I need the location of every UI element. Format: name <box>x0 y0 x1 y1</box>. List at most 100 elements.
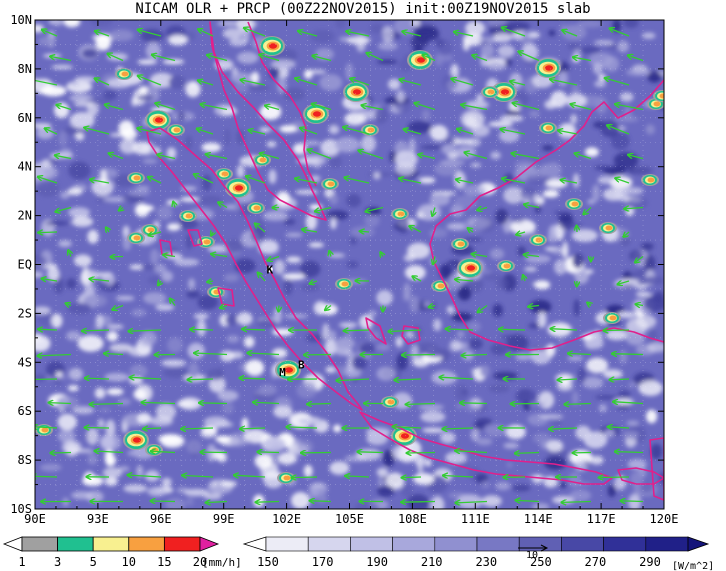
olr-cell <box>527 31 540 39</box>
olr-cell <box>87 453 98 465</box>
wind-vector <box>112 304 124 310</box>
wind-vector <box>207 55 228 62</box>
olr-legend-label: 290 <box>639 555 661 569</box>
wind-vector <box>357 452 384 453</box>
wind-vector <box>558 379 578 380</box>
wind-vector <box>137 128 162 135</box>
lat-label: 2N <box>18 209 32 223</box>
station-markers: K MB <box>267 263 305 379</box>
olr-cell <box>185 81 201 98</box>
olr-cell <box>416 212 425 219</box>
wind-vector <box>194 174 214 184</box>
wind-vector <box>259 55 280 62</box>
wind-vector <box>143 428 162 429</box>
olr-cell <box>628 493 641 509</box>
wind-vector <box>456 179 474 184</box>
olr-cell <box>376 467 389 477</box>
olr-cell <box>559 482 567 488</box>
olr-cell <box>196 319 206 337</box>
wind-vector <box>613 402 644 404</box>
wind-vector <box>234 475 266 477</box>
olr-cell <box>186 440 202 454</box>
olr-cell <box>325 366 337 374</box>
wind-vector <box>85 428 110 429</box>
olr-cell <box>411 20 421 27</box>
olr-cell <box>382 25 394 44</box>
wind-vector <box>148 177 162 184</box>
olr-cell <box>418 404 445 411</box>
olr-legend-label: 250 <box>530 555 552 569</box>
wind-vector <box>564 404 592 405</box>
olr-cell <box>449 339 462 352</box>
precip-swatches: 1 3 5 10 15 20 <box>2 536 220 569</box>
olr-cell <box>346 260 359 269</box>
wind-vector <box>388 330 422 332</box>
wind-vector <box>260 153 280 160</box>
wind-vector <box>325 306 332 311</box>
wind-vector <box>462 355 488 356</box>
olr-swatch <box>476 536 520 552</box>
precip-cell-intense <box>185 213 193 219</box>
olr-cell <box>534 280 551 290</box>
olr-cell <box>446 305 455 314</box>
olr-cell <box>236 51 259 64</box>
olr-cell <box>598 404 607 413</box>
precip-cell-intense <box>487 89 495 95</box>
wind-vector <box>211 254 228 257</box>
olr-cell <box>106 324 124 330</box>
olr-cell <box>68 368 84 381</box>
olr-cell <box>224 128 231 146</box>
olr-cell <box>165 497 186 509</box>
olr-cell <box>51 65 74 70</box>
olr-cell <box>582 376 604 389</box>
precip-cell-intense <box>535 237 543 243</box>
wind-vector <box>38 177 58 184</box>
wind-vector <box>461 105 488 111</box>
olr-cell <box>229 38 248 47</box>
olr-cell <box>291 492 310 509</box>
olr-cell <box>273 259 285 275</box>
wind-vector <box>402 355 436 356</box>
lon-label: 105E <box>335 512 364 526</box>
wind-vector <box>366 206 384 212</box>
olr-cell <box>476 93 485 102</box>
olr-cell <box>122 194 145 203</box>
olr-cell <box>58 240 72 248</box>
lon-label: 111E <box>461 512 490 526</box>
precip-cell-extreme <box>132 437 142 443</box>
precip-cell-intense <box>221 171 229 177</box>
olr-cell <box>499 335 525 340</box>
olr-cell <box>77 335 104 352</box>
lon-label: 96E <box>150 512 172 526</box>
olr-cell <box>424 348 450 358</box>
olr-cell <box>429 124 448 141</box>
wind-vector <box>587 303 591 306</box>
olr-cell <box>201 142 221 153</box>
olr-cell <box>129 264 145 270</box>
wind-vector <box>104 354 124 355</box>
wind-vector <box>108 54 124 62</box>
olr-cell <box>561 135 571 143</box>
olr-cell <box>481 495 502 507</box>
olr-cell <box>87 229 99 244</box>
wind-vector <box>198 29 214 37</box>
wind-vector <box>190 329 214 330</box>
olr-cell <box>272 348 288 359</box>
olr-cell <box>35 272 44 278</box>
olr-cell <box>236 312 253 326</box>
olr-cell <box>99 407 111 413</box>
vector-reference: 10 <box>518 544 549 561</box>
wind-vector <box>358 150 384 160</box>
olr-cell <box>214 59 234 71</box>
olr-cell <box>558 215 574 230</box>
olr-cell <box>377 485 395 497</box>
olr-cell <box>118 466 130 472</box>
olr-cell <box>310 29 335 43</box>
wind-vector <box>298 31 318 37</box>
olr-cell <box>594 165 613 170</box>
olr-cell <box>646 409 658 424</box>
olr-cell <box>571 390 579 406</box>
wind-vector <box>42 279 58 281</box>
olr-cell <box>544 456 567 470</box>
wind-vector <box>50 453 72 454</box>
